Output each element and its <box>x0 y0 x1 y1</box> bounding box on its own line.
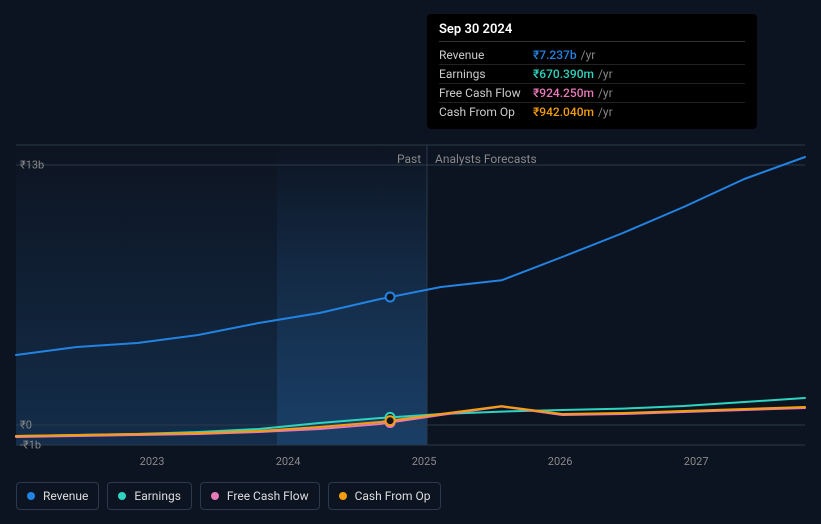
tooltip-row-suffix: /yr <box>598 86 613 100</box>
tooltip-row-value: ₹942.040m <box>533 105 594 119</box>
legend-label: Revenue <box>43 489 88 503</box>
legend-dot <box>118 492 126 500</box>
legend-dot <box>27 492 35 500</box>
tooltip-row-label: Cash From Op <box>439 105 533 119</box>
legend-dot <box>211 492 219 500</box>
tooltip-row-value: ₹670.390m <box>533 67 594 81</box>
tooltip-row-suffix: /yr <box>581 48 596 62</box>
tooltip-row-label: Free Cash Flow <box>439 86 533 100</box>
x-axis-label: 2024 <box>276 455 301 468</box>
tooltip-row-suffix: /yr <box>598 105 613 119</box>
legend-item-earnings[interactable]: Earnings <box>107 482 192 510</box>
tooltip-rows: Revenue₹7.237b/yrEarnings₹670.390m/yrFre… <box>439 46 745 121</box>
legend-item-fcf[interactable]: Free Cash Flow <box>200 482 320 510</box>
legend-item-cashop[interactable]: Cash From Op <box>328 482 442 510</box>
legend-label: Earnings <box>134 489 181 503</box>
tooltip-row-value: ₹924.250m <box>533 86 594 100</box>
tooltip-row-cashop: Cash From Op₹942.040m/yr <box>439 103 745 121</box>
legend-label: Cash From Op <box>355 489 431 503</box>
tooltip-row-earnings: Earnings₹670.390m/yr <box>439 65 745 84</box>
region-label-forecast: Analysts Forecasts <box>435 152 537 166</box>
legend-item-revenue[interactable]: Revenue <box>16 482 99 510</box>
financial-forecast-chart: Sep 30 2024 Revenue₹7.237b/yrEarnings₹67… <box>0 0 821 524</box>
legend-dot <box>339 492 347 500</box>
x-axis-label: 2023 <box>140 455 165 468</box>
chart-legend: Revenue Earnings Free Cash Flow Cash Fro… <box>16 482 441 510</box>
tooltip-date: Sep 30 2024 <box>439 22 745 42</box>
x-axis-label: 2026 <box>548 455 573 468</box>
y-axis-label: ₹0 <box>20 419 32 432</box>
legend-label: Free Cash Flow <box>227 489 309 503</box>
tooltip-row-value: ₹7.237b <box>533 48 577 62</box>
tooltip-row-suffix: /yr <box>598 67 613 81</box>
chart-tooltip: Sep 30 2024 Revenue₹7.237b/yrEarnings₹67… <box>427 14 757 129</box>
x-axis-label: 2027 <box>684 455 709 468</box>
tooltip-row-label: Revenue <box>439 48 533 62</box>
tooltip-row-revenue: Revenue₹7.237b/yr <box>439 46 745 65</box>
tooltip-row-label: Earnings <box>439 67 533 81</box>
region-label-past: Past <box>397 152 421 166</box>
y-axis-label: -₹1b <box>20 439 41 452</box>
tooltip-row-fcf: Free Cash Flow₹924.250m/yr <box>439 84 745 103</box>
x-axis-label: 2025 <box>412 455 437 468</box>
y-axis-label: ₹13b <box>20 159 44 172</box>
